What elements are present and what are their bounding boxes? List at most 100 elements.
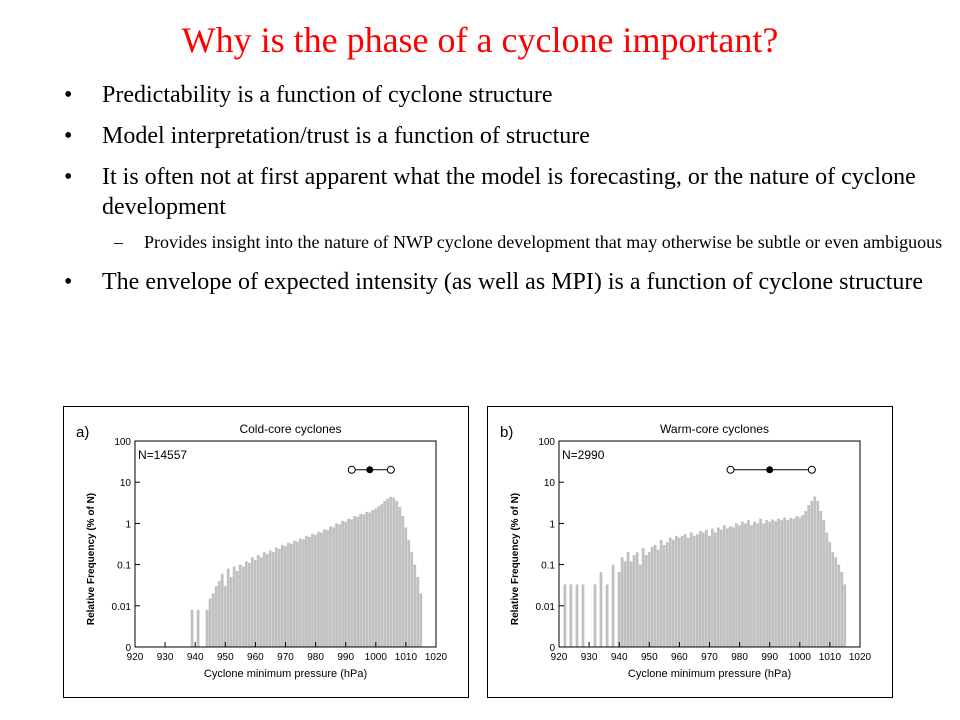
histogram-bar (278, 548, 281, 647)
range-open-marker (807, 465, 816, 474)
histogram-bar (223, 586, 227, 647)
histogram-bar (413, 564, 417, 647)
histogram-bar (626, 552, 630, 647)
histogram-bar (410, 552, 414, 647)
histogram-bar (259, 557, 263, 647)
histogram-bar (816, 501, 820, 647)
histogram-bar (807, 505, 811, 647)
histogram-bar (569, 584, 573, 647)
y-tick-label: 100 (114, 437, 131, 448)
histogram-bar (699, 531, 702, 647)
histogram-bar (620, 557, 624, 647)
histogram-bar (392, 497, 396, 647)
x-tick-label: 1000 (365, 652, 388, 663)
histogram-bar (362, 514, 366, 647)
histogram-bar (262, 552, 266, 647)
count-label: N=2990 (562, 448, 605, 462)
histogram-bar (843, 584, 847, 647)
range-open-marker (726, 465, 735, 474)
histogram-bar (220, 573, 224, 647)
histogram-bar (229, 577, 233, 647)
histogram-bar (756, 523, 759, 647)
histogram-bar (611, 564, 615, 647)
x-tick-label: 920 (551, 652, 568, 663)
histogram-bar (659, 539, 663, 647)
x-tick-label: 970 (701, 652, 718, 663)
histogram-bar (647, 552, 651, 647)
histogram-bar (617, 572, 621, 647)
bullet-text: Predictability is a function of cyclone … (102, 82, 553, 108)
x-tick-label: 920 (127, 652, 144, 663)
histogram-bar (350, 519, 353, 647)
x-tick-label: 950 (217, 652, 234, 663)
x-tick-label: 1010 (819, 652, 842, 663)
histogram-bar (329, 526, 332, 647)
histogram-bar (253, 559, 257, 647)
histogram-bar (290, 543, 293, 647)
x-tick-label: 1020 (849, 652, 872, 663)
histogram-bar (686, 537, 690, 647)
histogram-bar (813, 496, 817, 647)
histogram-bar (347, 518, 350, 647)
y-tick-label: 1 (125, 519, 131, 530)
bullet-item: • It is often not at first apparent what… (64, 162, 944, 222)
chart-title: Warm-core cyclones (660, 422, 769, 436)
histogram-bar (419, 593, 423, 647)
histogram-bar (389, 496, 393, 647)
histogram-bar (214, 586, 218, 647)
bullet-marker: • (64, 269, 73, 295)
y-tick-label: 0 (549, 643, 555, 654)
x-tick-label: 980 (307, 652, 324, 663)
x-tick-label: 1020 (425, 652, 448, 663)
histogram-bar (308, 536, 311, 647)
count-label: N=14557 (138, 448, 187, 462)
histogram-bar (801, 515, 805, 647)
histogram-bar (593, 584, 597, 647)
histogram-bar (332, 527, 335, 647)
histogram-bar (632, 555, 636, 647)
histogram-bar (296, 541, 299, 647)
histogram-bar (320, 532, 323, 647)
histogram-bar (732, 527, 735, 647)
histogram-bar (786, 520, 790, 647)
histogram-bar (638, 564, 642, 647)
y-tick-label: 0.01 (536, 602, 556, 613)
histogram-bar (575, 584, 579, 647)
x-tick-label: 960 (247, 652, 264, 663)
y-tick-label: 0 (125, 643, 131, 654)
bullet-list: • Predictability is a function of cyclon… (64, 80, 944, 308)
y-axis-label: Relative Frequency (% of N) (510, 493, 521, 625)
bullet-item: • The envelope of expected intensity (as… (64, 267, 944, 297)
histogram-bar (293, 540, 296, 647)
histogram-bar (380, 504, 384, 647)
histogram-bar (665, 542, 669, 647)
histogram-bar (780, 520, 783, 647)
y-tick-label: 10 (544, 478, 556, 489)
histogram-bar (729, 526, 732, 647)
bullet-marker: • (64, 82, 73, 108)
histogram-bar (635, 552, 639, 647)
histogram-bar (662, 544, 666, 647)
histogram-bar (795, 516, 799, 647)
histogram-bar (714, 532, 717, 647)
chart-panel-warm-core: 100 10 1 0.1 0.01 0 920 930 940 950 960 970 980 990 10… (487, 406, 893, 698)
histogram-bar (323, 529, 326, 647)
histogram-bar (314, 534, 317, 647)
y-tick-label: 100 (538, 437, 555, 448)
x-tick-label: 930 (157, 652, 174, 663)
panel-label: b) (500, 424, 513, 441)
histogram-bar (581, 584, 585, 647)
histogram-bar (644, 555, 648, 647)
histogram-bar (777, 518, 780, 647)
histogram-bar (674, 535, 678, 647)
histogram-bar (401, 516, 405, 647)
histogram-bar (374, 508, 378, 647)
histogram-bar (190, 609, 194, 647)
x-tick-label: 970 (277, 652, 294, 663)
histogram-bar (822, 520, 826, 647)
histogram-bar (605, 584, 609, 647)
bullet-marker: • (64, 123, 73, 149)
histogram-bar (287, 542, 290, 647)
